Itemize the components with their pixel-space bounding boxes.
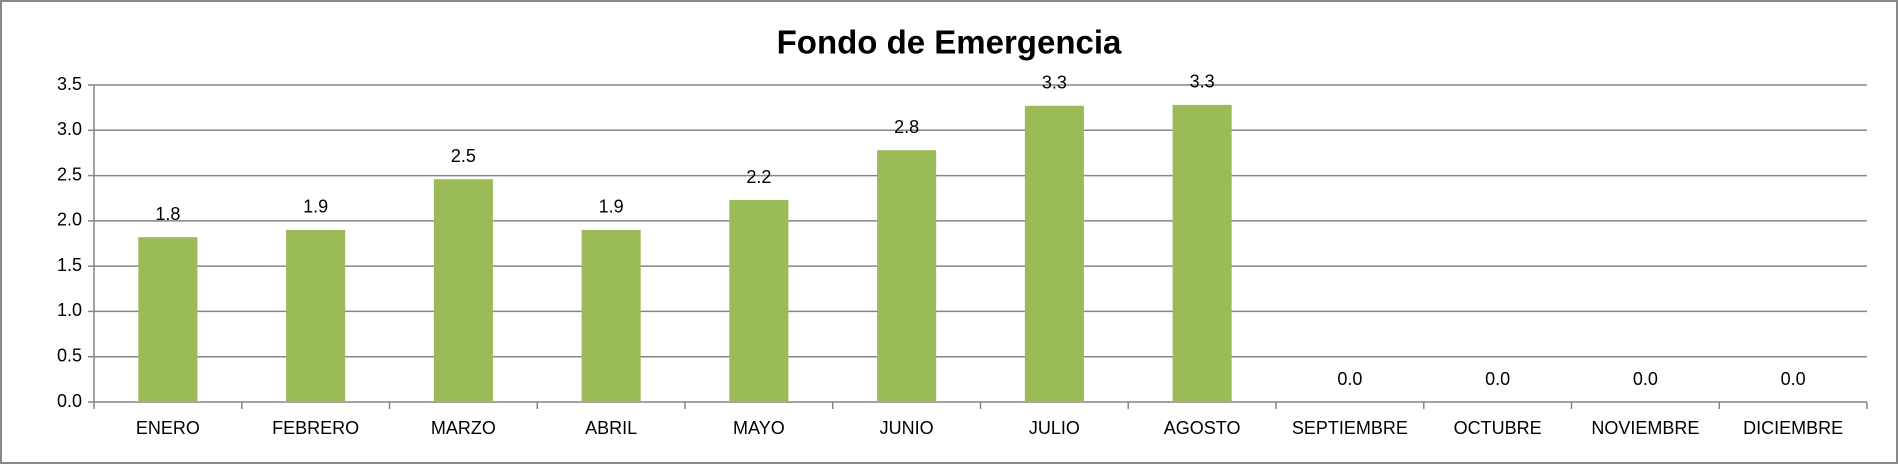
value-label: 0.0: [1781, 369, 1806, 389]
y-tick-label: 2.0: [57, 210, 82, 230]
y-tick-label: 2.5: [57, 164, 82, 184]
x-tick-label: ENERO: [136, 418, 200, 438]
value-label: 2.2: [746, 167, 771, 187]
value-label: 2.8: [894, 117, 919, 137]
y-tick-label: 0.5: [57, 345, 82, 365]
y-tick-label: 3.0: [57, 119, 82, 139]
value-label: 0.0: [1485, 369, 1510, 389]
x-tick-label: JUNIO: [880, 418, 934, 438]
bar: [286, 229, 346, 402]
x-tick-label: ABRIL: [585, 418, 637, 438]
x-tick-label: SEPTIEMBRE: [1292, 418, 1408, 438]
x-tick-label: AGOSTO: [1164, 418, 1241, 438]
bar: [1172, 104, 1232, 402]
value-label: 1.9: [599, 197, 624, 217]
bar: [581, 229, 641, 402]
y-tick-label: 3.5: [57, 74, 82, 94]
value-label: 0.0: [1633, 369, 1658, 389]
value-label: 1.8: [155, 204, 180, 224]
value-label: 3.3: [1042, 73, 1067, 93]
x-tick-label: NOVIEMBRE: [1591, 418, 1699, 438]
bar: [433, 179, 493, 402]
x-tick-label: FEBRERO: [272, 418, 359, 438]
value-label: 0.0: [1337, 369, 1362, 389]
bar: [729, 200, 789, 402]
bar: [138, 237, 198, 402]
x-tick-label: MAYO: [733, 418, 785, 438]
value-label: 1.9: [303, 197, 328, 217]
chart-title: Fondo de Emergencia: [777, 24, 1122, 61]
y-tick-label: 0.0: [57, 391, 82, 411]
x-tick-label: MARZO: [431, 418, 496, 438]
bar: [877, 150, 937, 402]
bar: [1024, 105, 1084, 403]
y-tick-label: 1.0: [57, 300, 82, 320]
x-tick-label: DICIEMBRE: [1743, 418, 1843, 438]
y-tick-label: 1.5: [57, 255, 82, 275]
x-tick-label: JULIO: [1029, 418, 1080, 438]
value-label: 3.3: [1190, 72, 1215, 92]
x-tick-label: OCTUBRE: [1454, 418, 1542, 438]
value-label: 2.5: [451, 146, 476, 166]
